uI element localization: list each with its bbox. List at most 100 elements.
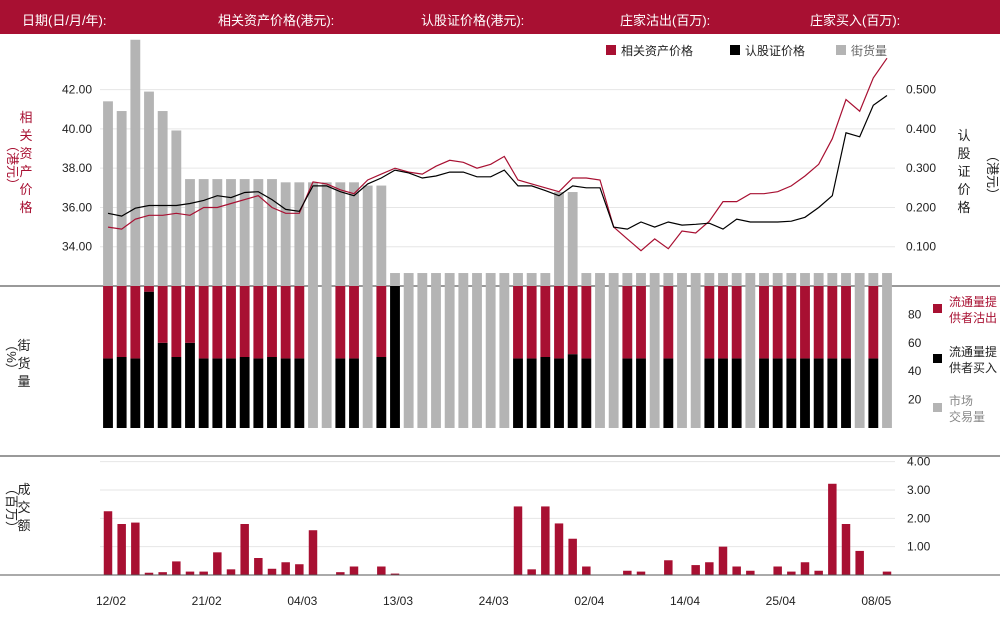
svg-text:股: 股: [957, 146, 970, 161]
panel2-legend-swatch: [933, 304, 942, 313]
lp-sold-bar: [800, 286, 810, 359]
lp-bought-bar: [239, 357, 250, 428]
legend-label: 相关资产价格: [621, 43, 693, 58]
outstanding-bar: [157, 111, 168, 286]
legend-label: 街货量: [851, 43, 887, 58]
lp-bought-bar: [554, 358, 564, 428]
header-dealer-bought-label: 庄家买入(百万):: [810, 13, 901, 28]
lp-sold-bar: [540, 286, 551, 357]
lp-bought-bar: [841, 358, 851, 428]
outstanding-bar: [130, 39, 141, 287]
lp-sold-bar: [280, 286, 291, 359]
turnover-bar: [855, 550, 864, 575]
outstanding-bar: [786, 273, 797, 286]
lp-sold-bar: [827, 286, 838, 359]
lp-sold-bar: [772, 286, 783, 359]
percent-axis-title-unit: （%）: [4, 338, 19, 376]
svg-text:额: 额: [17, 518, 30, 533]
turnover-bar: [554, 523, 564, 575]
turnover-axis-tick-label: 1.00: [907, 540, 931, 554]
x-axis-tick-label: 08/05: [861, 594, 891, 608]
x-axis-tick-label: 12/02: [96, 594, 126, 608]
lp-sold-bar: [144, 286, 154, 292]
lp-sold-bar: [116, 286, 127, 357]
turnover-bar: [390, 573, 400, 575]
right-axis-tick-label: 0.100: [906, 240, 936, 254]
lp-bought-bar: [212, 358, 223, 428]
lp-bought-bar: [294, 358, 305, 428]
lp-bought-bar: [868, 358, 879, 428]
x-axis-tick-label: 04/03: [287, 594, 317, 608]
outstanding-bar: [390, 273, 400, 286]
left-axis-title-unit: （港元）: [5, 139, 20, 191]
lp-bought-bar: [130, 358, 141, 428]
svg-text:价: 价: [19, 182, 32, 197]
turnover-bar: [267, 568, 277, 575]
turnover-bar: [882, 571, 892, 575]
lp-bought-bar: [376, 357, 387, 428]
turnover-bar: [185, 571, 195, 575]
turnover-bar: [691, 565, 700, 575]
outstanding-bar: [185, 179, 195, 286]
turnover-bar: [199, 571, 208, 575]
svg-text:关: 关: [19, 128, 32, 143]
svg-text:货: 货: [17, 356, 30, 371]
turnover-bar: [746, 570, 755, 575]
lp-sold-bar: [841, 286, 851, 359]
outstanding-bar: [253, 179, 264, 286]
panel2-legend-label: 流通量提: [949, 344, 997, 359]
right-axis-tick-label: 0.400: [906, 122, 936, 136]
outstanding-bar: [608, 273, 619, 286]
market-volume-bar: [417, 286, 428, 428]
outstanding-bar: [882, 273, 892, 286]
lp-bought-bar: [622, 358, 633, 428]
lp-bought-bar: [813, 358, 824, 428]
outstanding-bar: [294, 182, 305, 286]
lp-bought-bar: [513, 358, 523, 428]
lp-bought-bar: [267, 357, 277, 428]
panel2-legend-label: 市场: [949, 393, 973, 408]
info-header: 日期(日/月/年): 相关资产价格(港元): 认股证价格(港元): 庄家沽出(百…: [0, 0, 1000, 34]
lp-sold-bar: [376, 286, 387, 357]
outstanding-bar: [403, 273, 414, 286]
outstanding-bar: [554, 192, 564, 286]
turnover-axis-tick-label: 4.00: [907, 455, 931, 469]
legend-swatch: [836, 45, 846, 55]
x-axis-tick-label: 21/02: [192, 594, 222, 608]
panel2-legend-label: 流通量提: [949, 294, 997, 309]
left-axis-title: 相关资产价格: [19, 110, 32, 215]
lp-sold-bar: [185, 286, 195, 343]
lp-sold-bar: [622, 286, 633, 359]
x-axis-tick-label: 24/03: [479, 594, 509, 608]
outstanding-bar: [212, 179, 223, 286]
market-volume-bar: [444, 286, 455, 428]
lp-sold-bar: [786, 286, 797, 359]
percent-axis-tick-label: 20: [908, 393, 922, 407]
outstanding-bar: [349, 182, 359, 286]
lp-bought-bar: [103, 358, 113, 428]
outstanding-bar: [280, 182, 291, 286]
turnover-bar: [800, 562, 810, 575]
lp-bought-bar: [116, 357, 127, 428]
outstanding-bar: [198, 179, 209, 286]
outstanding-bar: [308, 182, 318, 286]
turnover-bar: [213, 552, 222, 575]
turnover-bar: [636, 571, 646, 575]
outstanding-bar: [103, 101, 113, 286]
legend-swatch: [606, 45, 616, 55]
svg-text:认: 认: [957, 128, 970, 143]
legend-swatch: [730, 45, 740, 55]
outstanding-bar: [663, 273, 674, 286]
turnover-bar: [281, 562, 290, 575]
market-volume-bar: [595, 286, 605, 428]
lp-sold-bar: [759, 286, 769, 359]
turnover-bar: [527, 569, 536, 575]
outstanding-bar: [540, 273, 551, 286]
turnover-axis-title-unit: （百万）: [4, 482, 19, 534]
turnover-bar: [513, 506, 523, 575]
turnover-axis-tick-label: 3.00: [907, 483, 931, 497]
turnover-bar: [308, 530, 318, 575]
turnover-bar: [787, 571, 796, 575]
turnover-axis-title: 成交额: [17, 482, 30, 533]
svg-text:成: 成: [17, 482, 30, 497]
